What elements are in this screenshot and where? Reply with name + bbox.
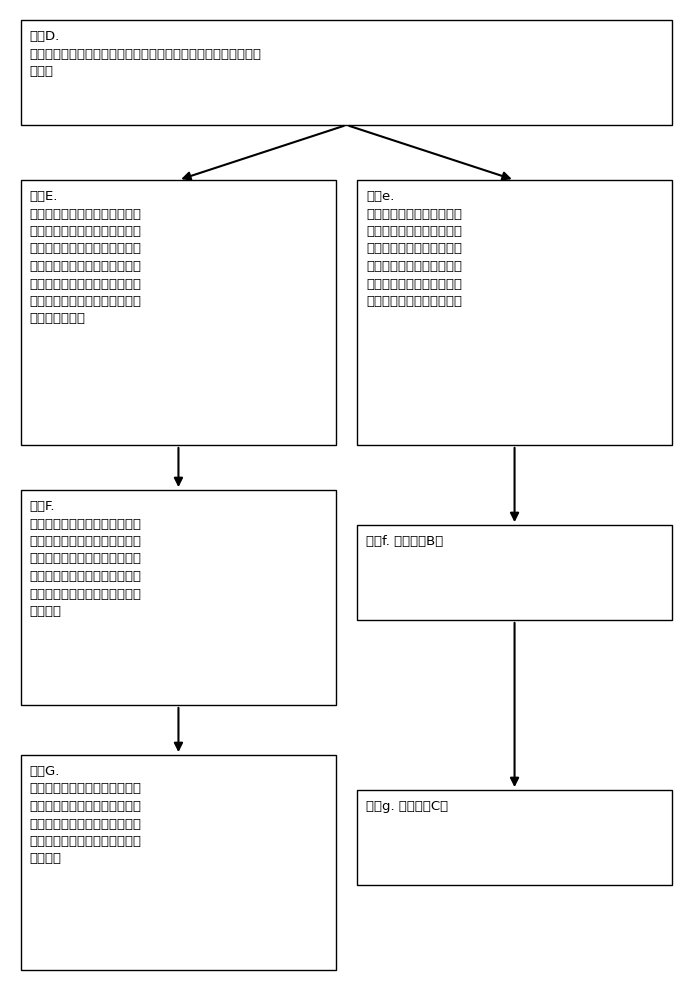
Text: 步骤F.
在第三电芯的另一侧面，第四电
芯的另一侧面分别设置第一端板
、第二端板，采用该夹紧机构在
第一端板、第二端板压紧第一端
板、第二端板，使得该第二测试
: 步骤F. 在第三电芯的另一侧面，第四电 芯的另一侧面分别设置第一端板 、第二端板…	[30, 500, 142, 618]
Text: 步骤E.
将与第一电芯、第二电芯尺寸不
同的第三电芯、第四电芯相邻设
置，且第三电芯、第四电芯之间
设置有第一热防护结构，构成第
二测试件，第一热防护结构分别
: 步骤E. 将与第一电芯、第二电芯尺寸不 同的第三电芯、第四电芯相邻设 置，且第三…	[30, 190, 142, 326]
Text: 步骤G.
将第三电芯、第四电芯之一作为
靶电芯，另一作为测试电芯，将
靶电芯热失控，监测测试电芯在
靶电芯热失控之后的温度以及电
压变化。: 步骤G. 将第三电芯、第四电芯之一作为 靶电芯，另一作为测试电芯，将 靶电芯热失…	[30, 765, 142, 865]
Text: 步骤f. 重复步骤B。: 步骤f. 重复步骤B。	[366, 535, 443, 548]
Bar	[357, 790, 672, 885]
Bar	[21, 20, 672, 125]
Bar	[357, 180, 672, 445]
Bar	[21, 180, 336, 445]
Bar	[21, 755, 336, 970]
Text: 步骤D.
监测第一电芯、第二电芯之后，将第一电芯、第二电芯与夹紧机构
拆除。: 步骤D. 监测第一电芯、第二电芯之后，将第一电芯、第二电芯与夹紧机构 拆除。	[30, 30, 262, 78]
Bar	[21, 490, 336, 705]
Bar	[357, 525, 672, 620]
Text: 步骤g. 重复步骤C。: 步骤g. 重复步骤C。	[366, 800, 448, 813]
Text: 步骤e.
将第一电芯、第二电芯之间
设置有不同于第一热防护结
构的第二热防护结构，构成
第二测试件，第二热防护结
构分别与第一电芯的一侧面
、第二电芯的一侧面连: 步骤e. 将第一电芯、第二电芯之间 设置有不同于第一热防护结 构的第二热防护结构…	[366, 190, 462, 308]
